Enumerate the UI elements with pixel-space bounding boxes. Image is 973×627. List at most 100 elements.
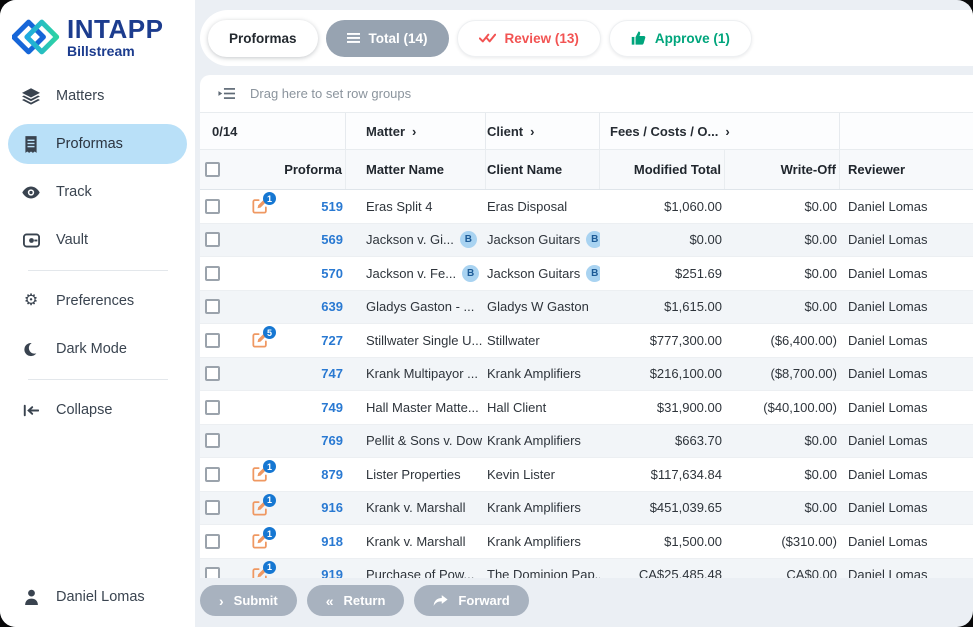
table-row[interactable]: 749 Hall Master Matte... Hall Client $31… — [200, 391, 973, 425]
person-icon — [22, 589, 40, 605]
group-header-matter[interactable]: Matter › — [346, 113, 486, 149]
edit-note-icon[interactable]: 5 — [252, 326, 276, 348]
client-name-column-header[interactable]: Client Name — [486, 150, 600, 189]
edit-note-icon[interactable]: 1 — [252, 527, 276, 549]
write-off: ($40,100.00) — [763, 399, 837, 415]
edit-note-icon[interactable]: 1 — [252, 460, 276, 482]
collapse-left-icon — [22, 404, 40, 417]
proforma-link[interactable]: 916 — [321, 500, 343, 516]
matter-name: Lister Properties — [366, 466, 461, 482]
table-row[interactable]: 1 916 Krank v. Marshall Krank Amplifiers… — [200, 491, 973, 525]
edit-note-icon[interactable]: 1 — [252, 560, 276, 578]
user-menu[interactable]: Daniel Lomas — [0, 589, 195, 627]
sidebar-collapse-button[interactable]: Collapse — [8, 390, 187, 430]
review-filter-button[interactable]: Review (13) — [456, 19, 601, 57]
proforma-link[interactable]: 769 — [321, 433, 343, 449]
proforma-link[interactable]: 569 — [321, 232, 343, 248]
main-area: Proformas Total (14) Review (13) — [195, 0, 973, 627]
client-name: Hall Client — [487, 399, 547, 415]
chevron-right-icon: › — [219, 592, 224, 609]
row-checkbox[interactable] — [205, 265, 220, 281]
reviewer-column-header[interactable]: Reviewer — [848, 162, 906, 177]
select-all-checkbox[interactable] — [205, 162, 220, 177]
proforma-link[interactable]: 639 — [321, 299, 343, 315]
return-button[interactable]: « Return — [306, 585, 405, 616]
row-checkbox[interactable] — [205, 232, 220, 248]
table-row[interactable]: 1 918 Krank v. Marshall Krank Amplifiers… — [200, 525, 973, 559]
table-row[interactable]: 1 919 Purchase of Pow... The Dominion Pa… — [200, 558, 973, 578]
row-checkbox[interactable] — [205, 399, 220, 415]
review-filter-label: Review (13) — [504, 30, 579, 46]
matter-name: Hall Master Matte... — [366, 399, 479, 415]
client-name: Kevin Lister — [487, 466, 555, 482]
note-count-badge: 1 — [263, 493, 276, 507]
row-group-drop-zone[interactable]: Drag here to set row groups — [200, 75, 973, 113]
table-row[interactable]: 1 879 Lister Properties Kevin Lister $11… — [200, 458, 973, 492]
group-header-fees-costs[interactable]: Fees / Costs / O... › — [600, 113, 840, 149]
proformas-page-button[interactable]: Proformas — [208, 19, 318, 57]
intapp-logo-icon — [12, 19, 60, 55]
proforma-link[interactable]: 749 — [321, 399, 343, 415]
modified-total: CA$25,485.48 — [638, 567, 722, 578]
sidebar-item-label: Track — [56, 184, 92, 200]
edit-note-icon[interactable]: 1 — [252, 493, 276, 516]
proforma-link[interactable]: 519 — [321, 198, 343, 214]
matter-name: Eras Split 4 — [366, 198, 433, 214]
layers-icon — [22, 87, 40, 105]
row-checkbox[interactable] — [205, 332, 220, 348]
row-checkbox[interactable] — [205, 533, 220, 549]
table-row[interactable]: 639 Gladys Gaston - ... Gladys W Gaston … — [200, 290, 973, 324]
modified-total-column-header[interactable]: Modified Total — [600, 150, 725, 189]
sidebar-item-preferences[interactable]: ⚙ Preferences — [8, 281, 187, 321]
matter-name: Purchase of Pow... — [366, 567, 475, 578]
edit-note-icon[interactable]: 1 — [252, 192, 276, 214]
proforma-link[interactable]: 918 — [321, 533, 343, 549]
proforma-link[interactable]: 747 — [321, 366, 343, 382]
client-name: Eras Disposal — [487, 198, 568, 214]
total-filter-button[interactable]: Total (14) — [325, 19, 449, 57]
row-checkbox[interactable] — [205, 433, 220, 449]
write-off-column-header[interactable]: Write-Off — [725, 150, 840, 189]
table-row[interactable]: 1 519 Eras Split 4 Eras Disposal $1,060.… — [200, 190, 973, 224]
row-checkbox[interactable] — [205, 466, 220, 482]
modified-total: $216,100.00 — [649, 366, 722, 382]
sidebar-item-vault[interactable]: Vault — [8, 220, 187, 260]
table-row[interactable]: 569 Jackson v. Gi... B Jackson Guitars B… — [200, 223, 973, 257]
row-checkbox[interactable] — [205, 299, 220, 315]
select-all-cell — [200, 150, 236, 189]
client-name: Krank Amplifiers — [487, 533, 581, 549]
matter-name: Jackson v. Gi... — [366, 232, 454, 248]
billed-badge: B — [586, 231, 600, 249]
billed-badge: B — [459, 231, 477, 249]
client-name: Jackson Guitars — [487, 265, 581, 281]
table-row[interactable]: 570 Jackson v. Fe... B Jackson Guitars B… — [200, 257, 973, 291]
reviewer: Daniel Lomas — [848, 567, 928, 578]
row-checkbox[interactable] — [205, 567, 220, 578]
matter-name-column-header[interactable]: Matter Name — [346, 150, 486, 189]
user-name: Daniel Lomas — [56, 589, 145, 605]
table-row[interactable]: 5 727 Stillwater Single U... Stillwater … — [200, 324, 973, 358]
row-checkbox[interactable] — [205, 500, 220, 516]
sidebar-item-proformas[interactable]: Proformas — [8, 124, 187, 164]
client-name: Gladys W Gaston — [487, 299, 589, 315]
double-check-icon — [478, 32, 496, 44]
submit-button[interactable]: › Submit — [200, 585, 297, 616]
proforma-link[interactable]: 919 — [321, 567, 343, 578]
row-checkbox[interactable] — [205, 366, 220, 382]
sidebar-item-dark-mode[interactable]: Dark Mode — [8, 329, 187, 369]
table-row[interactable]: 747 Krank Multipayor ... Krank Amplifier… — [200, 357, 973, 391]
approve-filter-button[interactable]: Approve (1) — [608, 19, 752, 57]
sidebar-divider — [28, 270, 168, 271]
proforma-link[interactable]: 879 — [321, 466, 343, 482]
forward-button[interactable]: Forward — [414, 585, 529, 616]
proforma-link[interactable]: 727 — [321, 332, 343, 348]
proforma-column-header[interactable]: Proforma — [284, 150, 346, 189]
group-header-client[interactable]: Client › — [486, 113, 600, 149]
proforma-link[interactable]: 570 — [321, 265, 343, 281]
write-off: ($8,700.00) — [770, 366, 838, 382]
chevron-right-icon: › — [725, 123, 730, 139]
table-row[interactable]: 769 Pellit & Sons v. Dow Krank Amplifier… — [200, 424, 973, 458]
row-checkbox[interactable] — [205, 198, 220, 214]
sidebar-item-track[interactable]: Track — [8, 172, 187, 212]
sidebar-item-matters[interactable]: Matters — [8, 76, 187, 116]
